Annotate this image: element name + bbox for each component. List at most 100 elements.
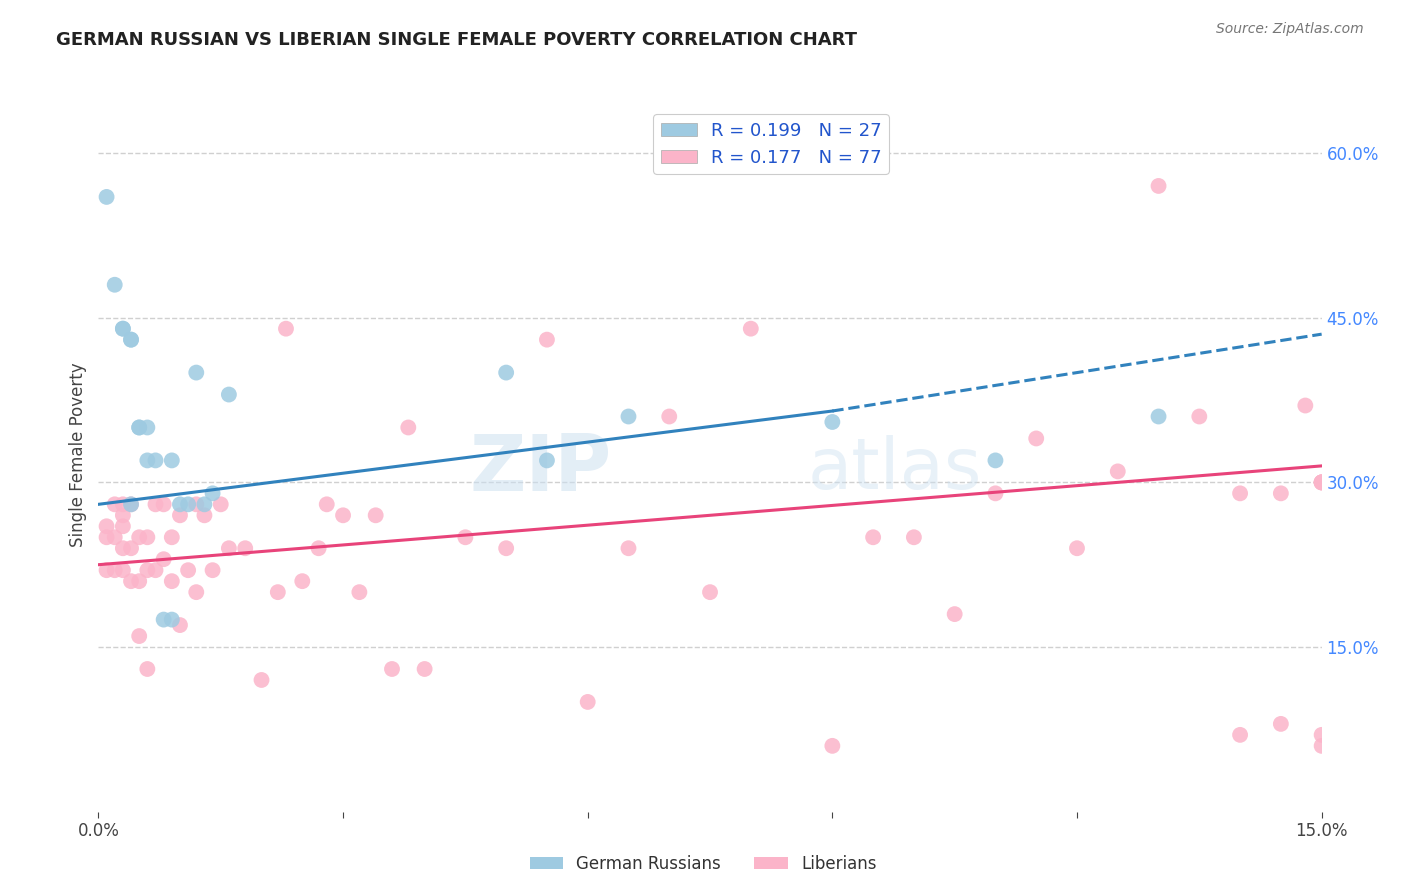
Point [821,415,844,429]
Point [169,508,191,523]
Point [120,497,142,511]
Point [1107,464,1129,478]
Text: Source: ZipAtlas.com: Source: ZipAtlas.com [1216,22,1364,37]
Point [111,563,134,577]
Point [186,497,208,511]
Point [495,541,517,556]
Point [145,563,167,577]
Point [136,662,159,676]
Point [177,563,200,577]
Point [1025,432,1047,446]
Point [209,497,232,511]
Point [128,574,150,589]
Point [454,530,477,544]
Y-axis label: Single Female Poverty: Single Female Poverty [69,363,87,547]
Point [315,497,337,511]
Point [120,574,142,589]
Point [152,552,174,566]
Point [1310,475,1333,490]
Point [160,453,183,467]
Point [1147,409,1170,424]
Point [169,497,191,511]
Point [96,190,118,204]
Point [364,508,387,523]
Point [136,453,159,467]
Point [120,333,142,347]
Text: GERMAN RUSSIAN VS LIBERIAN SINGLE FEMALE POVERTY CORRELATION CHART: GERMAN RUSSIAN VS LIBERIAN SINGLE FEMALE… [56,31,858,49]
Text: ZIP: ZIP [470,431,612,508]
Point [193,497,215,511]
Point [136,420,159,434]
Point [576,695,599,709]
Point [862,530,884,544]
Point [740,321,762,335]
Point [120,497,142,511]
Point [104,563,127,577]
Point [536,453,558,467]
Point [1229,728,1251,742]
Point [120,541,142,556]
Point [169,618,191,632]
Point [186,585,208,599]
Point [984,486,1007,500]
Legend: R = 0.199   N = 27, R = 0.177   N = 77: R = 0.199 N = 27, R = 0.177 N = 77 [654,114,889,174]
Point [218,541,240,556]
Point [1310,739,1333,753]
Point [111,321,134,335]
Text: atlas: atlas [808,434,983,504]
Point [111,519,134,533]
Point [1270,486,1292,500]
Point [111,321,134,335]
Point [381,662,404,676]
Point [1066,541,1088,556]
Point [160,613,183,627]
Point [1229,486,1251,500]
Point [274,321,297,335]
Point [1294,399,1316,413]
Point [96,519,118,533]
Point [821,739,844,753]
Point [104,497,127,511]
Point [111,497,134,511]
Point [201,563,224,577]
Point [120,333,142,347]
Point [104,277,127,292]
Point [536,333,558,347]
Point [218,387,240,401]
Point [903,530,925,544]
Point [349,585,371,599]
Point [332,508,354,523]
Point [658,409,681,424]
Point [699,585,721,599]
Point [193,508,215,523]
Point [136,530,159,544]
Point [128,420,150,434]
Point [177,497,200,511]
Point [1147,178,1170,193]
Point [1310,475,1333,490]
Point [1310,728,1333,742]
Point [128,629,150,643]
Point [308,541,330,556]
Point [250,673,273,687]
Point [1310,475,1333,490]
Point [111,508,134,523]
Point [152,497,174,511]
Legend: German Russians, Liberians: German Russians, Liberians [523,848,883,880]
Point [943,607,966,621]
Point [617,409,640,424]
Point [128,420,150,434]
Point [136,563,159,577]
Point [111,541,134,556]
Point [233,541,256,556]
Point [128,530,150,544]
Point [1270,717,1292,731]
Point [495,366,517,380]
Point [1310,475,1333,490]
Point [145,497,167,511]
Point [267,585,290,599]
Point [1188,409,1211,424]
Point [152,613,174,627]
Point [984,453,1007,467]
Point [96,563,118,577]
